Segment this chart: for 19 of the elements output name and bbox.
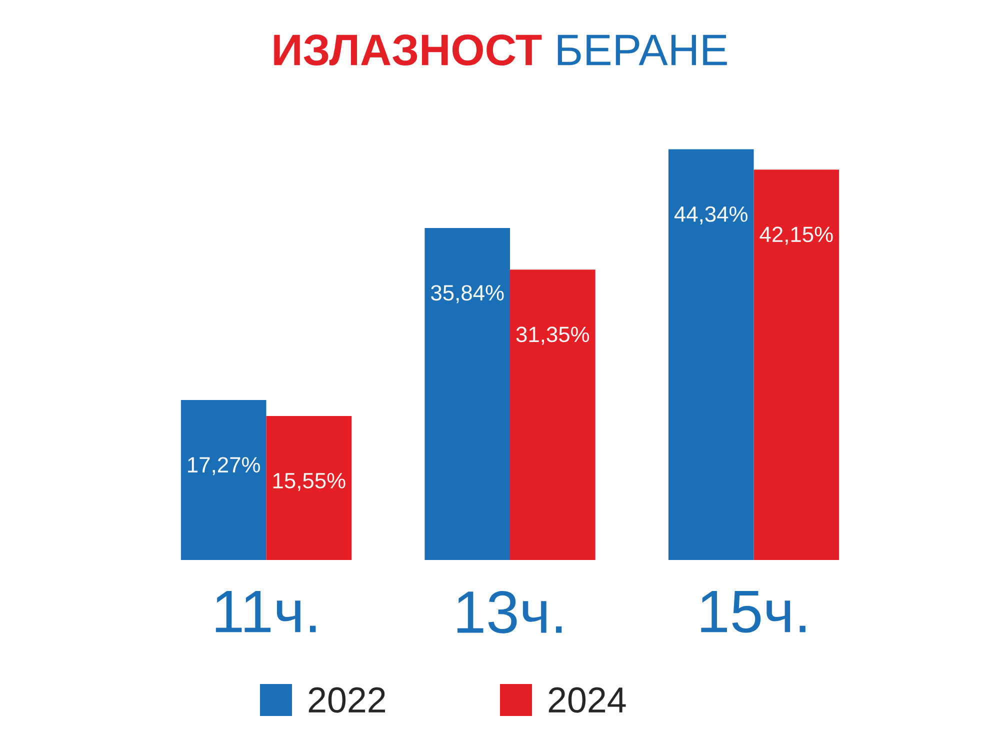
legend-label: 2022 bbox=[308, 687, 386, 713]
bar bbox=[424, 228, 510, 560]
bar bbox=[754, 170, 840, 560]
x-tick-label: 13ч. bbox=[457, 591, 562, 634]
data-label: 42,15% bbox=[760, 226, 833, 245]
data-label: 17,27% bbox=[188, 457, 260, 476]
bar bbox=[668, 149, 754, 560]
data-label: 15,55% bbox=[273, 473, 346, 492]
chart-subtitle: БЕРАНЕ bbox=[558, 34, 727, 66]
legend-label: 2024 bbox=[548, 687, 626, 713]
x-tick-label: 11ч. bbox=[216, 591, 316, 632]
bar bbox=[180, 400, 266, 560]
x-tick-label: 15ч. bbox=[701, 591, 806, 633]
chart-title: ИЗЛАЗНОСТ bbox=[274, 34, 542, 66]
data-label: 35,84% bbox=[431, 285, 504, 304]
data-label: 44,34% bbox=[674, 206, 748, 224]
bar bbox=[510, 270, 596, 560]
data-label: 31,35% bbox=[516, 326, 590, 345]
bar bbox=[266, 416, 352, 560]
